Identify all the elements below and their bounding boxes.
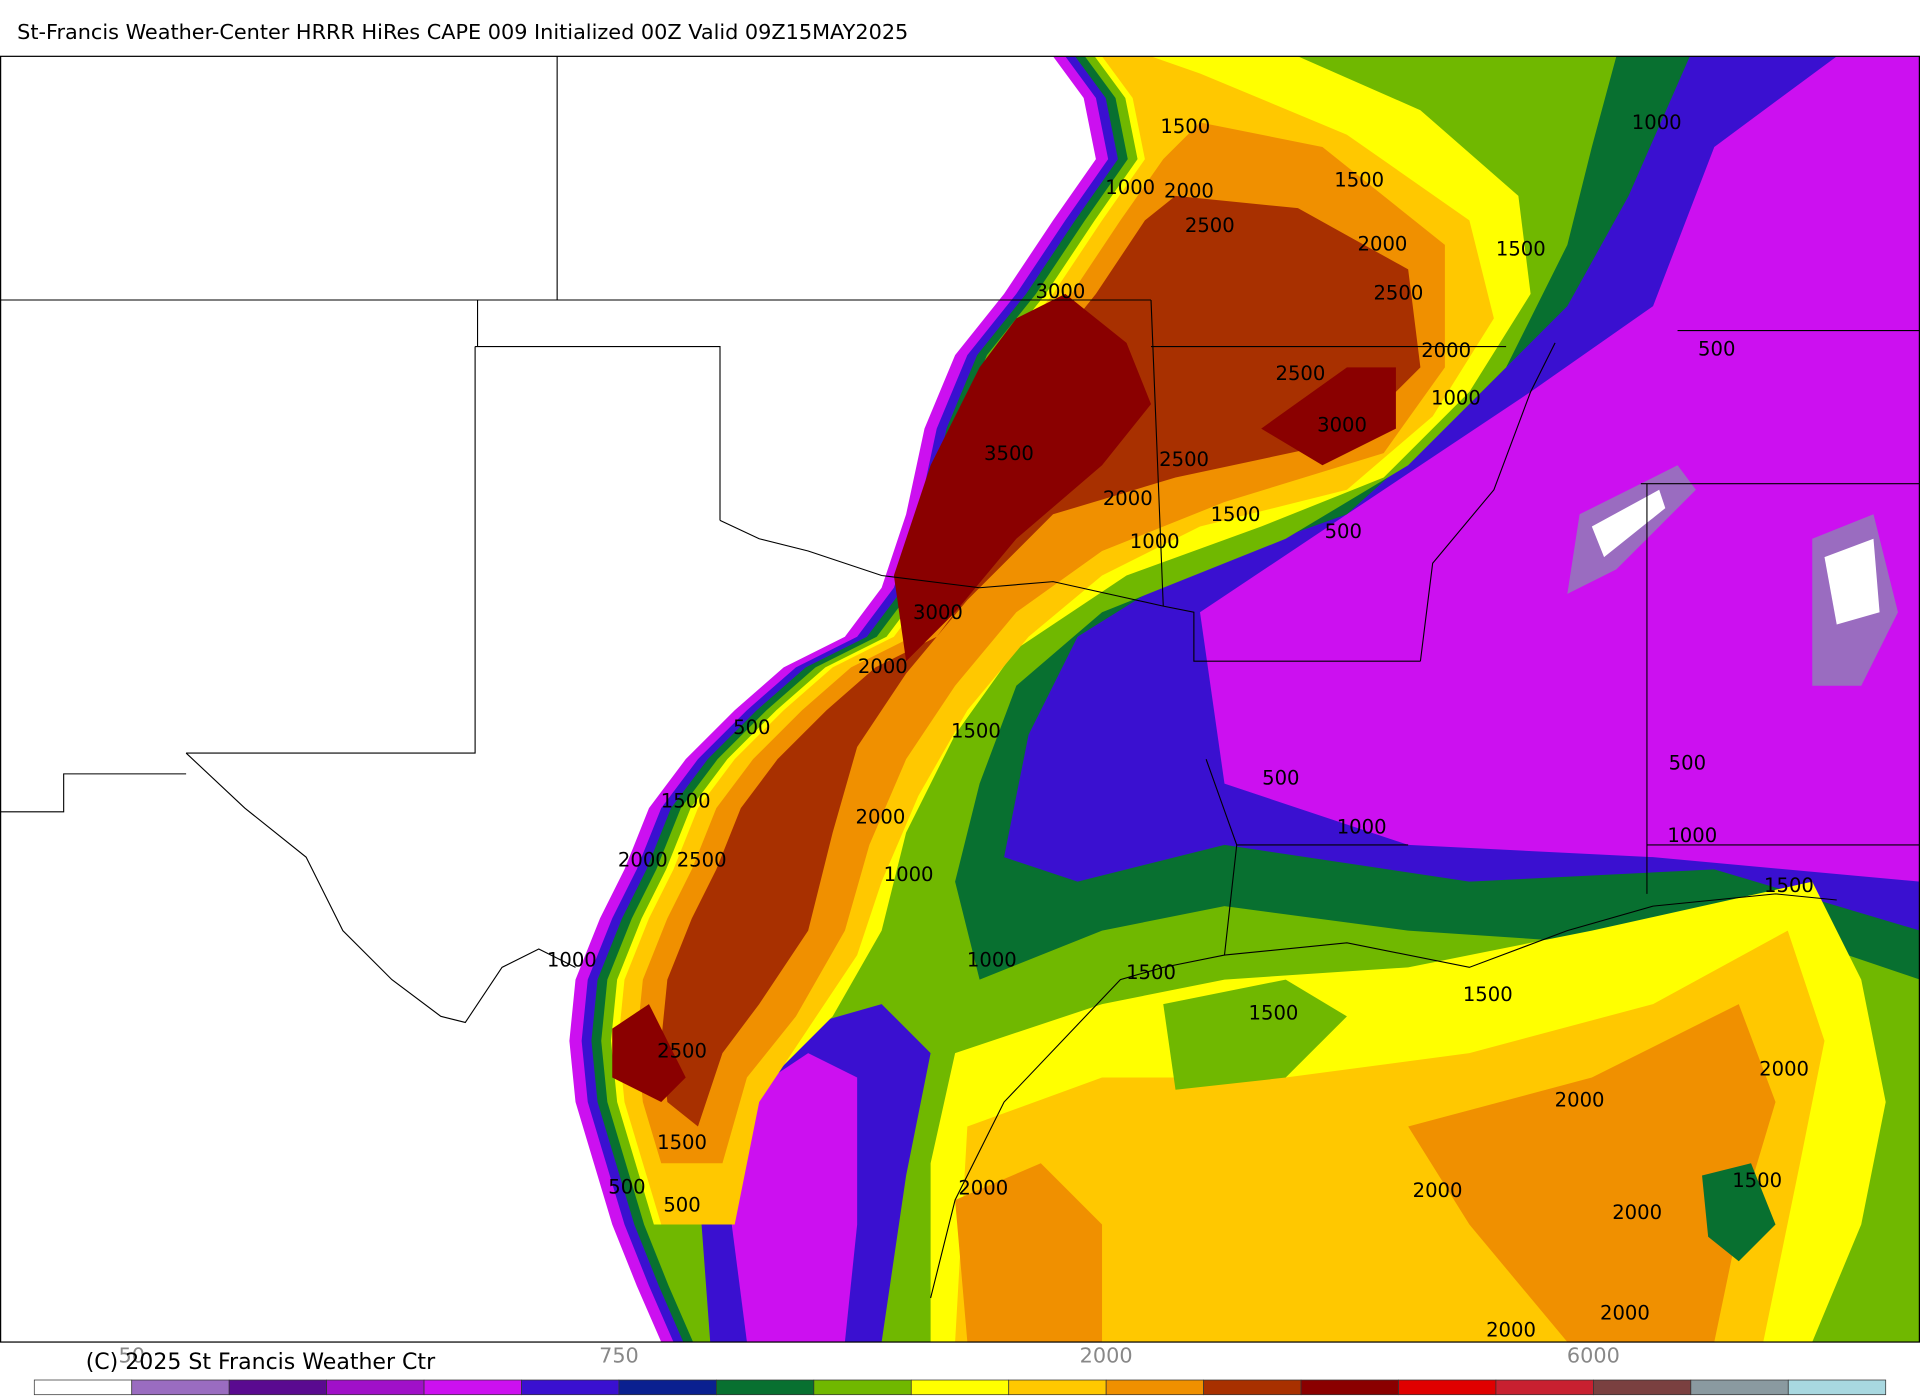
- contour-label: 3000: [1035, 280, 1085, 303]
- cape-region: [661, 195, 1421, 1127]
- colorbar-swatch: [1690, 1379, 1789, 1396]
- contour-label: 1000: [967, 949, 1017, 972]
- contour-label: 500: [1325, 520, 1362, 543]
- cape-region: [1163, 979, 1347, 1090]
- contour-label: 2500: [677, 848, 727, 871]
- contour-label: 500: [733, 716, 770, 739]
- border: [0, 56, 1152, 813]
- contour-label: 1000: [547, 949, 597, 972]
- colorbar-swatch: [1593, 1379, 1692, 1396]
- state-borders: [0, 55, 1920, 1343]
- colorbar-swatch: [618, 1379, 717, 1396]
- cape-region: [893, 293, 1152, 662]
- contour-label: 2000: [1759, 1058, 1809, 1081]
- contour-label: 2500: [1373, 281, 1423, 304]
- contour-label: 2000: [1600, 1301, 1650, 1324]
- contour-label: 1500: [1249, 1001, 1299, 1024]
- contour-label: 2500: [1275, 362, 1325, 385]
- colorbar-swatch: [326, 1379, 425, 1396]
- contour-label: 2500: [1159, 448, 1209, 471]
- contour-label: 2000: [1358, 232, 1408, 255]
- colorbar-swatch: [716, 1379, 815, 1396]
- contour-label: 1500: [1496, 237, 1546, 260]
- contour-label: 2000: [1421, 339, 1471, 362]
- contour-label: 500: [608, 1175, 645, 1198]
- contour-label: 500: [1698, 338, 1735, 361]
- cape-region: [612, 1004, 686, 1103]
- border: [719, 299, 1920, 956]
- colorbar-swatch: [131, 1379, 230, 1396]
- contour-label: 1500: [1334, 169, 1384, 192]
- contour-label: 1000: [1337, 815, 1387, 838]
- contour-label: 1000: [1431, 387, 1481, 410]
- colorbar-label: 750: [599, 1344, 639, 1368]
- map-title: St-Francis Weather-Center HRRR HiRes CAP…: [17, 20, 908, 44]
- contour-label: 1500: [1764, 874, 1814, 897]
- contour-label: 2000: [858, 655, 908, 678]
- colorbar-swatch: [910, 1379, 1010, 1396]
- contour-label: 2000: [958, 1176, 1008, 1199]
- contour-label: 2000: [1555, 1088, 1605, 1111]
- contour-label: 1500: [951, 720, 1001, 743]
- colorbar-label: 6000: [1567, 1344, 1620, 1368]
- contour-label: 1500: [661, 790, 711, 813]
- contour-label: 1000: [1105, 176, 1155, 199]
- colorbar-swatch: [1398, 1379, 1497, 1396]
- cape-field: [569, 56, 1920, 1343]
- contour-label: 2000: [1164, 180, 1214, 203]
- cape-region: [1261, 367, 1396, 466]
- contour-label: 2000: [1103, 487, 1153, 510]
- contour-labels: 1500 1000 1500 1000 2000 2500 2000 1500 3000 2500…: [547, 111, 1814, 1341]
- contour-label: 1000: [1667, 824, 1717, 847]
- colorbar-swatch: [1008, 1379, 1107, 1396]
- border: [185, 752, 576, 1024]
- colorbar-swatch: [1203, 1379, 1302, 1396]
- contour-label: 2000: [1413, 1179, 1463, 1202]
- colorbar-label: 50: [118, 1344, 144, 1368]
- cape-region: [1702, 1163, 1776, 1262]
- contour-label: 1500: [657, 1131, 707, 1154]
- cape-region: [1408, 1004, 1776, 1343]
- contour-label: 1500: [1732, 1169, 1782, 1192]
- contour-label: 2000: [1612, 1201, 1662, 1224]
- colorbar-swatch: [1495, 1379, 1594, 1396]
- contour-label: 2500: [657, 1039, 707, 1062]
- colorbar-swatch: [521, 1379, 620, 1396]
- colorbar-swatch: [813, 1379, 912, 1396]
- contour-label: 2000: [1486, 1319, 1536, 1342]
- contour-label: 1000: [884, 863, 934, 886]
- contour-label: 1000: [1632, 111, 1682, 134]
- colorbar: 50 750 2000 6000: [33, 1344, 1887, 1396]
- contour-label: 2500: [1185, 214, 1235, 237]
- colorbar-label: 2000: [1080, 1344, 1133, 1368]
- contour-label: 3000: [913, 601, 963, 624]
- colorbar-swatch: [423, 1379, 522, 1396]
- contour-label: 500: [1669, 752, 1706, 775]
- contour-label: 1000: [1130, 530, 1180, 553]
- contour-label: 2000: [855, 805, 905, 828]
- colorbar-swatch: [228, 1379, 327, 1396]
- contour-label: 1500: [1126, 961, 1176, 984]
- map-frame: [0, 55, 1920, 1343]
- colorbar-swatch: [1105, 1379, 1204, 1396]
- contour-label: 1500: [1211, 503, 1261, 526]
- contour-label: 500: [663, 1194, 700, 1217]
- cape-region: [955, 1163, 1103, 1343]
- contour-label: 2000: [618, 848, 668, 871]
- contour-label: 1500: [1160, 115, 1210, 138]
- copyright: (C) 2025 St Francis Weather Ctr: [86, 1350, 436, 1375]
- cape-region: [1824, 538, 1880, 625]
- cape-region: [728, 1053, 858, 1343]
- contour-label: 500: [1262, 766, 1299, 789]
- contour-label: 3000: [1317, 414, 1367, 437]
- contour-label: 1500: [1463, 983, 1513, 1006]
- colorbar-swatch: [1300, 1379, 1399, 1396]
- colorbar-swatch: [1787, 1379, 1887, 1396]
- contour-label: 3500: [984, 442, 1034, 465]
- coastline: [930, 893, 1837, 1299]
- colorbar-swatch: [33, 1379, 133, 1396]
